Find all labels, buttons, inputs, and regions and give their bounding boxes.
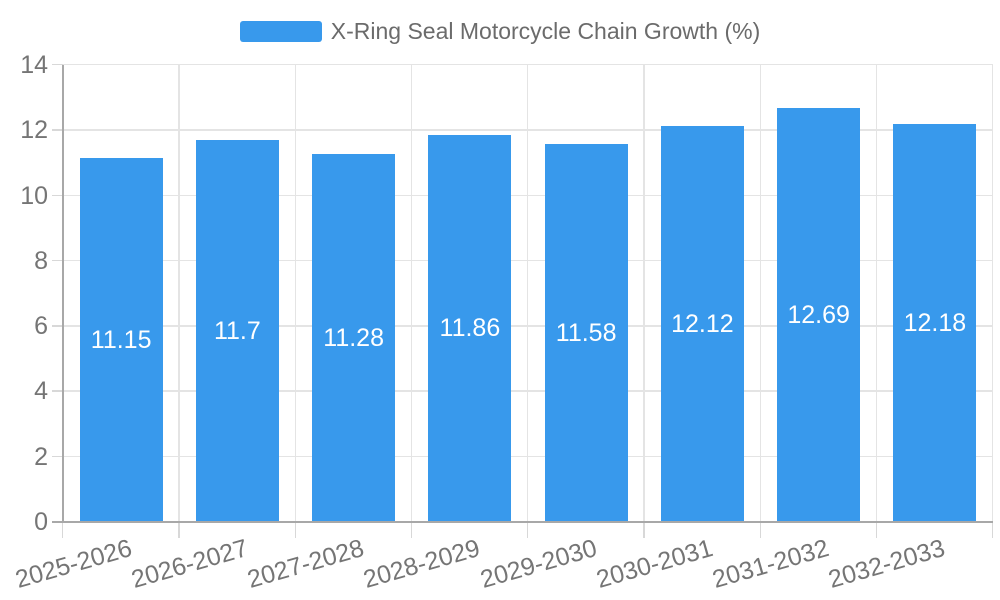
x-category-label: 2026-2027 [128, 534, 251, 594]
y-tick-label: 12 [20, 116, 48, 145]
bar-value-label: 12.69 [787, 300, 850, 329]
y-tick-mark [52, 259, 63, 262]
x-tick-mark [294, 522, 296, 538]
bar [893, 124, 977, 522]
x-tick-mark [178, 522, 180, 538]
y-tick-label: 2 [34, 442, 48, 471]
v-gridline [875, 65, 878, 522]
x-category-label: 2030-2031 [593, 534, 716, 594]
bar-value-label: 12.12 [671, 310, 734, 339]
x-tick-mark [759, 522, 761, 538]
y-tick-label: 4 [34, 377, 48, 406]
x-category-label: 2031-2032 [709, 534, 833, 594]
bar [195, 140, 279, 522]
bar-value-label: 11.7 [213, 317, 261, 346]
bar [312, 153, 396, 522]
bar [544, 143, 628, 522]
x-category-label: 2027-2028 [244, 534, 368, 594]
legend-swatch-icon [239, 21, 322, 42]
y-tick-label: 6 [34, 312, 48, 341]
x-category-label: 2025-2026 [11, 534, 135, 594]
x-category-label: 2028-2029 [360, 534, 484, 594]
y-tick-mark [52, 455, 63, 458]
bar [777, 107, 861, 522]
x-category-label: 2032-2033 [825, 534, 949, 594]
v-gridline [759, 65, 761, 522]
y-tick-mark [52, 390, 63, 392]
v-gridline [527, 65, 529, 522]
x-tick-mark [643, 522, 645, 538]
bar-value-label: 12.18 [903, 309, 967, 338]
x-category-label: 2029-2030 [476, 534, 600, 594]
x-tick-mark [527, 522, 529, 538]
y-tick-label: 8 [34, 246, 48, 275]
v-gridline [643, 65, 645, 522]
bar-value-label: 11.15 [90, 326, 152, 355]
y-tick-mark [52, 325, 63, 327]
x-axis-line [52, 521, 993, 523]
x-tick-mark [875, 522, 878, 538]
legend-label: X-Ring Seal Motorcycle Chain Growth (%) [330, 18, 761, 44]
legend-item[interactable]: X-Ring Seal Motorcycle Chain Growth (%) [0, 18, 1000, 45]
v-gridline [294, 65, 296, 522]
y-tick-label: 0 [34, 508, 48, 536]
x-tick-mark [992, 522, 994, 538]
bar [79, 158, 163, 522]
bar-value-label: 11.58 [555, 318, 617, 347]
x-tick-mark [410, 522, 413, 538]
y-tick-mark [52, 129, 63, 131]
y-tick-label: 14 [20, 51, 48, 79]
x-tick-mark [62, 522, 64, 538]
bar-value-label: 11.86 [439, 314, 501, 343]
bar [428, 134, 512, 522]
y-tick-label: 10 [20, 181, 48, 210]
v-gridline [992, 65, 994, 522]
v-gridline [178, 65, 180, 522]
bar-value-label: 11.28 [323, 323, 384, 352]
bar [660, 126, 744, 522]
y-axis-line [62, 65, 64, 523]
v-gridline [410, 65, 413, 522]
y-tick-mark [52, 64, 63, 66]
h-gridline [63, 64, 993, 66]
y-tick-mark [52, 194, 63, 196]
